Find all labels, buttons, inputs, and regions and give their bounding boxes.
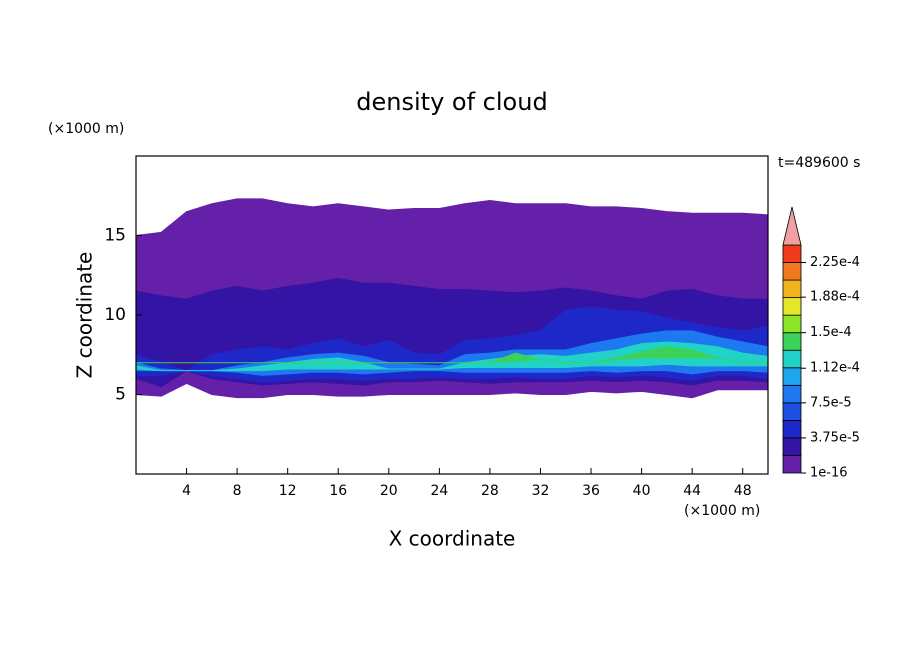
y-axis-label: Z coordinate	[73, 252, 97, 379]
colorbar-box	[782, 297, 802, 316]
colorbar-tick-label: 3.75e-5	[810, 430, 860, 445]
x-tick-label: 16	[329, 483, 347, 499]
x-tick-label: 8	[233, 483, 242, 499]
colorbar-tick-label: 1.88e-4	[810, 290, 860, 305]
x-tick-label: 28	[481, 483, 499, 499]
colorbar-box	[782, 437, 802, 456]
colorbar-tick-label: 2.25e-4	[810, 255, 860, 270]
colorbar-box	[782, 455, 802, 474]
x-tick-label: 12	[279, 483, 297, 499]
x-tick-label: 4	[182, 483, 191, 499]
x-tick-label: 44	[683, 483, 701, 499]
x-tick-label: 48	[734, 483, 752, 499]
colorbar-box	[782, 419, 802, 439]
x-axis-label: X coordinate	[389, 527, 516, 551]
x-unit: (×1000 m)	[684, 503, 760, 519]
y-tick-label: 15	[104, 226, 126, 246]
colorbar-tick-label: 1.12e-4	[810, 361, 860, 376]
chart-title: density of cloud	[356, 88, 547, 116]
colorbar-tick-label: 7.5e-5	[810, 395, 852, 410]
time-annotation: t=489600 s	[778, 155, 860, 171]
colorbar-box	[782, 262, 802, 281]
x-tick-label: 24	[430, 483, 448, 499]
colorbar-box	[782, 349, 802, 369]
colorbar-tick-label: 1e-16	[810, 466, 848, 481]
colorbar-extend	[782, 206, 802, 246]
y-tick-label: 10	[104, 305, 126, 325]
colorbar-box	[782, 384, 802, 404]
colorbar-tick-label: 1.5e-4	[810, 325, 852, 340]
x-tick-label: 40	[633, 483, 651, 499]
colorbar-box	[782, 314, 802, 334]
colorbar-box	[782, 402, 802, 421]
y-unit: (×1000 m)	[48, 121, 124, 137]
x-tick-label: 20	[380, 483, 398, 499]
x-tick-label: 36	[582, 483, 600, 499]
contour-region	[136, 346, 768, 364]
colorbar-box	[782, 332, 802, 351]
x-tick-label: 32	[532, 483, 550, 499]
colorbar-box	[782, 367, 802, 386]
colorbar-box	[782, 279, 802, 299]
colorbar-box	[782, 244, 802, 263]
y-tick-label: 5	[115, 385, 126, 405]
